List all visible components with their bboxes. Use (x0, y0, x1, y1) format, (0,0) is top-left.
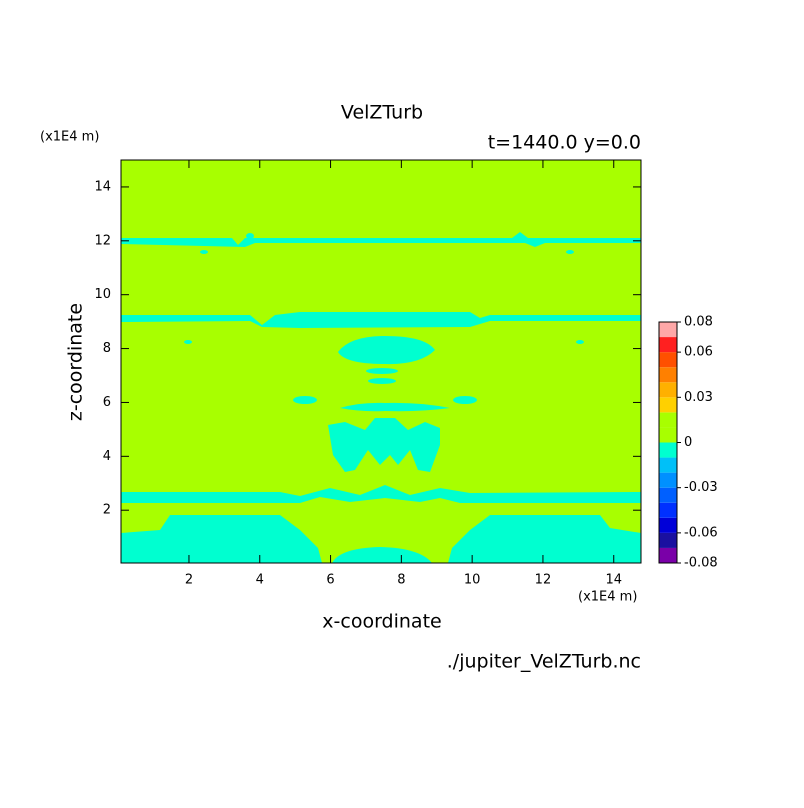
colorbar-band (659, 487, 677, 503)
colorbar-band (659, 382, 677, 398)
x-tick-label: 4 (256, 573, 264, 588)
contour-region (448, 515, 641, 563)
contour-region (121, 485, 641, 503)
contour-region (366, 368, 398, 374)
chart-title: VelZTurb (341, 102, 423, 124)
contour-region (293, 396, 317, 404)
colorbar-band (659, 337, 677, 353)
x-axis-label: x-coordinate (322, 611, 441, 633)
y-tick-label: 14 (94, 179, 111, 194)
colorbar-band (659, 547, 677, 563)
y-axis-label: z-coordinate (65, 303, 87, 421)
y-tick-label: 8 (103, 341, 111, 356)
colorbar-tick-label: -0.08 (684, 556, 718, 571)
contour-region (184, 340, 192, 344)
x-unit: (x1E4 m) (578, 590, 637, 605)
colorbar-band (659, 502, 677, 518)
y-tick-label: 10 (94, 287, 111, 302)
contour-region (332, 547, 432, 563)
contour-region (200, 250, 208, 254)
colorbar-band (659, 367, 677, 383)
contour-region (121, 515, 322, 563)
contour-region (338, 336, 435, 365)
y-tick-label: 6 (103, 395, 111, 410)
contour-region (121, 312, 641, 328)
y-tick-label: 4 (103, 449, 111, 464)
colorbar-tick-label: -0.03 (684, 480, 718, 495)
x-tick-label: 14 (605, 573, 622, 588)
contour-region (121, 232, 641, 247)
x-tick-label: 2 (185, 573, 193, 588)
colorbar-band (659, 352, 677, 368)
colorbar-band (659, 442, 677, 458)
y-unit: (x1E4 m) (40, 130, 99, 145)
plot-frame (120, 159, 642, 564)
contour-region (576, 340, 584, 344)
colorbar-tick-label: 0.03 (684, 390, 713, 405)
contour-region (368, 378, 396, 384)
contour-region (566, 250, 574, 254)
colorbar-tick-label: 0.06 (684, 345, 713, 360)
colorbar-band (659, 517, 677, 533)
colorbar-tick-label: 0 (684, 435, 692, 450)
colorbar-band (659, 412, 677, 428)
colorbar-band (659, 397, 677, 413)
colorbar-band (659, 427, 677, 443)
y-tick-label: 2 (103, 503, 111, 518)
x-tick-label: 12 (535, 573, 552, 588)
contour-region (453, 396, 477, 404)
contour-field (121, 160, 641, 563)
x-tick-label: 8 (397, 573, 405, 588)
x-tick-label: 6 (326, 573, 334, 588)
colorbar-band (659, 532, 677, 548)
chart-subtitle: t=1440.0 y=0.0 (488, 132, 641, 154)
colorbar-band (659, 322, 677, 338)
contour-region (328, 418, 440, 472)
colorbar-tick-label: -0.06 (684, 525, 718, 540)
y-tick-label: 12 (94, 233, 111, 248)
contour-region (340, 402, 450, 412)
colorbar-band (659, 457, 677, 473)
x-tick-label: 10 (464, 573, 481, 588)
file-label: ./jupiter_VelZTurb.nc (447, 651, 641, 673)
colorbar-band (659, 472, 677, 488)
contour-region (246, 233, 254, 239)
colorbar-tick-label: 0.08 (684, 315, 713, 330)
